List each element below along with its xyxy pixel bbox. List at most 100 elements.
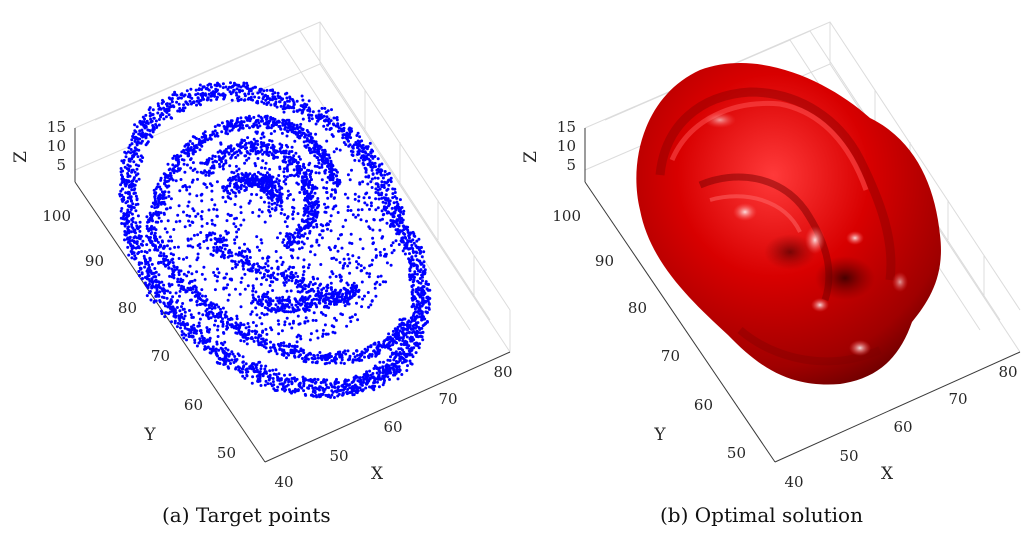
point	[376, 176, 380, 180]
point	[316, 378, 320, 381]
point	[195, 103, 198, 107]
point	[352, 281, 356, 285]
point	[314, 380, 318, 384]
point	[419, 281, 423, 285]
point	[144, 113, 148, 117]
point	[292, 236, 296, 240]
point	[380, 209, 384, 213]
point	[220, 341, 223, 345]
point	[219, 320, 223, 323]
point	[389, 176, 393, 180]
point	[185, 274, 189, 278]
point	[191, 221, 195, 224]
point	[213, 237, 217, 240]
point	[213, 223, 217, 227]
point	[368, 272, 372, 276]
point	[155, 291, 159, 294]
point	[335, 147, 339, 151]
point	[348, 316, 352, 320]
point	[182, 272, 186, 276]
point	[400, 206, 404, 209]
point	[134, 209, 138, 213]
point	[375, 371, 379, 375]
point	[180, 333, 184, 337]
point	[353, 291, 356, 295]
point	[180, 280, 184, 284]
point	[404, 246, 408, 250]
point	[310, 117, 314, 121]
point	[154, 123, 158, 126]
point	[283, 126, 287, 130]
point	[204, 134, 208, 138]
point	[213, 125, 217, 129]
point	[247, 114, 251, 118]
point	[188, 192, 192, 196]
point	[221, 350, 225, 354]
point	[408, 269, 412, 273]
point	[136, 214, 140, 218]
point	[348, 290, 352, 294]
point	[259, 384, 263, 387]
point	[326, 205, 330, 209]
point	[193, 294, 197, 298]
point	[288, 373, 292, 377]
point	[168, 307, 172, 310]
point	[203, 130, 207, 134]
point	[172, 276, 176, 280]
point	[153, 192, 157, 196]
point	[267, 378, 271, 382]
point	[206, 315, 210, 319]
point	[397, 331, 400, 335]
point	[349, 320, 353, 323]
point	[242, 177, 246, 181]
point	[213, 303, 217, 307]
point	[181, 106, 185, 110]
point	[191, 151, 195, 155]
point	[287, 380, 291, 384]
point	[401, 249, 405, 253]
point	[363, 158, 367, 162]
point	[298, 298, 302, 302]
point	[316, 144, 320, 148]
point	[385, 221, 389, 225]
point	[330, 188, 334, 192]
point	[266, 306, 269, 310]
point	[338, 355, 342, 359]
point	[239, 180, 243, 184]
point	[245, 370, 248, 374]
point	[274, 149, 277, 153]
point	[409, 316, 413, 320]
point	[244, 154, 248, 158]
point	[348, 295, 352, 298]
point	[365, 370, 369, 374]
point	[229, 146, 233, 150]
point	[361, 297, 365, 301]
point	[278, 191, 282, 195]
point	[418, 277, 422, 280]
point	[131, 182, 135, 186]
point	[288, 322, 292, 326]
point	[252, 137, 256, 141]
point	[240, 138, 244, 142]
point	[285, 344, 288, 348]
point	[370, 353, 374, 356]
point	[214, 319, 217, 323]
point	[312, 357, 316, 361]
point	[300, 240, 304, 244]
point	[395, 200, 399, 204]
point	[220, 160, 223, 164]
point	[410, 256, 414, 259]
point	[263, 220, 267, 224]
point	[315, 116, 319, 119]
point	[362, 373, 366, 377]
point	[171, 156, 175, 160]
point	[340, 246, 344, 250]
point	[190, 325, 193, 329]
point	[197, 321, 201, 325]
point	[393, 206, 397, 210]
figure: 5 10 15 Z 50 60 70 80 90 100 Y 40 50 60 …	[11, 21, 1021, 491]
point	[381, 200, 385, 204]
point	[162, 283, 166, 287]
point	[361, 375, 365, 379]
point	[297, 355, 301, 359]
